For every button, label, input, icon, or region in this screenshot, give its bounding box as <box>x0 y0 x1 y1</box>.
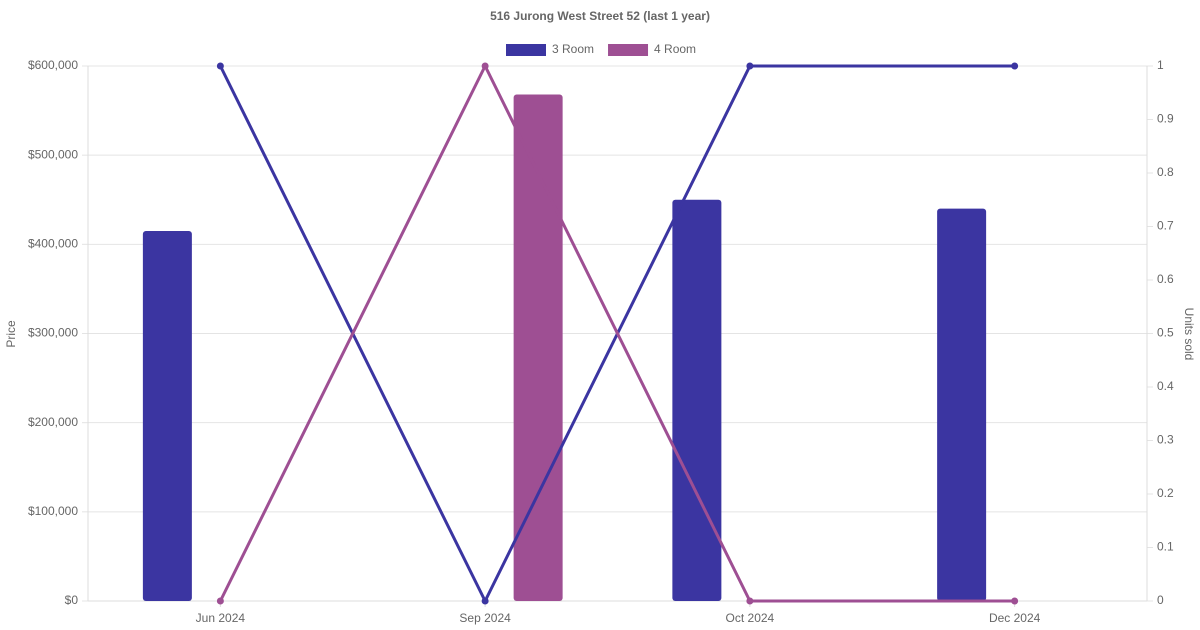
point <box>1011 62 1019 70</box>
legend-swatch <box>608 44 649 56</box>
x-tick-label: Oct 2024 <box>726 611 775 625</box>
y2-tick-label: 0.5 <box>1157 326 1174 340</box>
y2-tick-label: 0.3 <box>1157 433 1174 447</box>
point <box>216 62 224 70</box>
y-tick-label: $500,000 <box>28 147 78 161</box>
x-tick-label: Sep 2024 <box>459 611 511 625</box>
y2-tick-label: 1 <box>1157 58 1164 72</box>
point <box>1011 597 1019 605</box>
bar <box>142 230 192 602</box>
bar <box>513 94 563 602</box>
y2-tick-label: 0 <box>1157 593 1164 607</box>
point <box>481 62 489 70</box>
y2-axis-label: Units sold <box>1182 308 1196 361</box>
y-tick-label: $100,000 <box>28 504 78 518</box>
bar <box>672 199 722 601</box>
legend-swatch <box>506 44 546 56</box>
point <box>216 597 224 605</box>
y2-tick-label: 0.7 <box>1157 219 1174 233</box>
point <box>746 62 754 70</box>
y-tick-label: $400,000 <box>28 237 78 251</box>
y2-tick-label: 0.2 <box>1157 486 1174 500</box>
y-tick-label: $0 <box>65 593 79 607</box>
y2-tick-label: 0.8 <box>1157 165 1174 179</box>
y2-tick-label: 0.9 <box>1157 112 1174 126</box>
y2-tick-label: 0.1 <box>1157 540 1174 554</box>
point <box>746 597 754 605</box>
y2-tick-label: 0.4 <box>1157 379 1174 393</box>
y-tick-label: $600,000 <box>28 58 78 72</box>
x-tick-label: Dec 2024 <box>989 611 1041 625</box>
y-tick-label: $200,000 <box>28 415 78 429</box>
legend-label: 4 Room <box>654 42 696 56</box>
chart-title: 516 Jurong West Street 52 (last 1 year) <box>490 9 710 23</box>
point <box>481 597 489 605</box>
y-tick-label: $300,000 <box>28 326 78 340</box>
legend-label: 3 Room <box>552 42 594 56</box>
line <box>219 62 1015 603</box>
y2-tick-label: 0.6 <box>1157 272 1174 286</box>
y-axis-label: Price <box>4 320 18 348</box>
x-tick-label: Jun 2024 <box>196 611 246 625</box>
bar <box>937 208 987 601</box>
